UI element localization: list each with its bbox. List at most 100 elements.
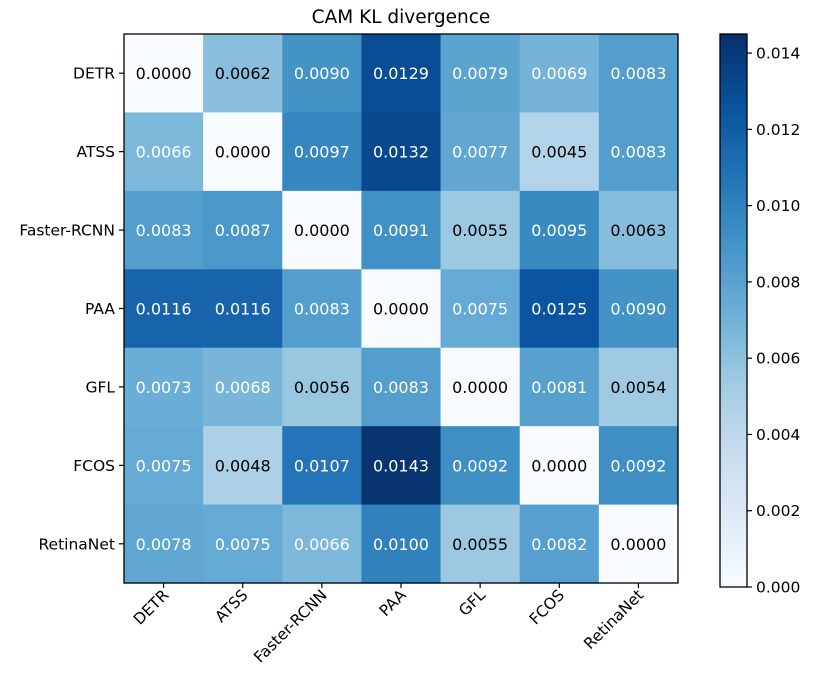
heatmap-cell-atss-paa (361, 112, 442, 192)
heatmap-cell-faster-rcnn-retinanet (598, 190, 679, 270)
cell-value-label: 0.0066 (136, 143, 192, 162)
x-tick-label: RetinaNet (580, 586, 647, 653)
cell-value-label: 0.0066 (294, 535, 350, 554)
colorbar-tick-label: 0.014 (756, 45, 800, 63)
heatmap-cell-faster-rcnn-faster-rcnn (282, 190, 363, 270)
cell-value-label: 0.0083 (136, 221, 192, 240)
heatmap-cell-fcos-atss (203, 426, 283, 506)
heatmap-cell-atss-retinanet (598, 112, 679, 192)
cell-value-label: 0.0000 (136, 64, 192, 83)
colorbar-tick-label: 0.004 (756, 426, 800, 444)
colorbar-tick-label: 0.010 (756, 197, 800, 215)
x-tick-label: ATSS (212, 586, 252, 626)
heatmap-cell-gfl-paa (361, 347, 442, 427)
cell-value-label: 0.0075 (452, 300, 508, 319)
cell-value-label: 0.0143 (373, 456, 429, 475)
y-tick-label: DETR (73, 65, 115, 83)
cell-value-label: 0.0092 (452, 456, 508, 475)
cell-value-label: 0.0116 (215, 300, 271, 319)
cell-value-label: 0.0083 (610, 64, 666, 83)
colorbar-tick-label: 0.006 (756, 350, 800, 368)
cell-value-label: 0.0063 (610, 221, 666, 240)
cell-value-label: 0.0000 (373, 300, 429, 319)
heatmap-cell-atss-faster-rcnn (282, 112, 363, 192)
heatmap-grid (124, 34, 679, 584)
y-tick-label: FCOS (73, 457, 115, 475)
heatmap-cell-detr-retinanet (598, 34, 679, 114)
cell-value-label: 0.0000 (531, 456, 587, 475)
heatmap-cell-paa-gfl (440, 269, 521, 349)
cell-value-label: 0.0125 (531, 300, 587, 319)
heatmap-cell-faster-rcnn-fcos (519, 190, 600, 270)
cell-value-label: 0.0132 (373, 143, 429, 162)
heatmap-cell-paa-detr (124, 269, 204, 349)
heatmap-cell-atss-detr (124, 112, 204, 192)
cell-value-label: 0.0000 (215, 143, 271, 162)
heatmap-cell-detr-atss (203, 34, 283, 114)
y-tick-label: PAA (85, 300, 115, 318)
cell-value-label: 0.0073 (136, 378, 192, 397)
heatmap-cell-atss-gfl (440, 112, 521, 192)
cell-value-label: 0.0045 (531, 143, 587, 162)
heatmap-cell-fcos-retinanet (598, 426, 679, 506)
heatmap-cell-retinanet-gfl (440, 504, 521, 584)
heatmap-cell-paa-atss (203, 269, 283, 349)
heatmap-cell-fcos-fcos (519, 426, 600, 506)
heatmap-cell-faster-rcnn-gfl (440, 190, 521, 270)
x-tick-label: GFL (455, 586, 489, 620)
cell-value-label: 0.0000 (452, 378, 508, 397)
heatmap-cell-gfl-fcos (519, 347, 600, 427)
y-axis: DETR ATSS Faster-RCNN PAA GFL FCOS RetinaNet (19, 65, 124, 553)
heatmap-cell-paa-faster-rcnn (282, 269, 363, 349)
heatmap-cell-fcos-paa (361, 426, 442, 506)
cell-value-label: 0.0095 (531, 221, 587, 240)
cell-value-label: 0.0091 (373, 221, 429, 240)
cell-value-label: 0.0087 (215, 221, 271, 240)
cell-value-label: 0.0083 (294, 300, 350, 319)
colorbar-tick-label: 0.002 (756, 502, 800, 520)
heatmap-cell-faster-rcnn-paa (361, 190, 442, 270)
y-tick-label: ATSS (76, 143, 115, 161)
heatmap-cell-fcos-gfl (440, 426, 521, 506)
cell-value-label: 0.0090 (610, 300, 666, 319)
heatmap-cell-retinanet-paa (361, 504, 442, 584)
cell-value-label: 0.0056 (294, 378, 350, 397)
x-tick-label: PAA (376, 586, 410, 620)
heatmap-cell-detr-detr (124, 34, 204, 114)
heatmap-cell-paa-paa (361, 269, 442, 349)
x-tick-label: FCOS (526, 586, 568, 628)
cell-value-label: 0.0075 (136, 456, 192, 475)
heatmap-cell-retinanet-detr (124, 504, 204, 584)
colorbar-tick-label: 0.008 (756, 273, 800, 291)
cell-value-labels: 0.0000 0.0062 0.0090 0.0129 0.0079 0.0069 0.00… (136, 64, 667, 554)
heatmap-cell-fcos-faster-rcnn (282, 426, 363, 506)
cell-value-label: 0.0000 (294, 221, 350, 240)
colorbar-gradient (720, 34, 747, 587)
heatmap-cell-gfl-gfl (440, 347, 521, 427)
cell-value-label: 0.0129 (373, 64, 429, 83)
cell-value-label: 0.0075 (215, 535, 271, 554)
cell-value-label: 0.0062 (215, 64, 271, 83)
heatmap-cell-gfl-faster-rcnn (282, 347, 363, 427)
heatmap-cell-faster-rcnn-detr (124, 190, 204, 270)
heatmap-cell-atss-atss (203, 112, 283, 192)
cell-value-label: 0.0055 (452, 221, 508, 240)
heatmap-cell-detr-gfl (440, 34, 521, 114)
x-tick-label: DETR (130, 586, 173, 629)
colorbar-frame (719, 33, 748, 588)
cell-value-label: 0.0054 (610, 378, 666, 397)
colorbar-ticks: 0.000 0.002 0.004 0.006 0.008 0.010 0.012 0.014 (747, 45, 800, 597)
cell-value-label: 0.0079 (452, 64, 508, 83)
cell-value-label: 0.0083 (610, 143, 666, 162)
heatmap-cell-detr-paa (361, 34, 442, 114)
chart-title: CAM KL divergence (312, 7, 491, 28)
cell-value-label: 0.0107 (294, 456, 350, 475)
heatmap-cell-paa-retinanet (598, 269, 679, 349)
cell-value-label: 0.0092 (610, 456, 666, 475)
heatmap-cell-retinanet-faster-rcnn (282, 504, 363, 584)
y-tick-label: Faster-RCNN (19, 222, 115, 240)
cell-value-label: 0.0078 (136, 535, 192, 554)
cell-value-label: 0.0048 (215, 456, 271, 475)
cell-value-label: 0.0083 (373, 378, 429, 397)
